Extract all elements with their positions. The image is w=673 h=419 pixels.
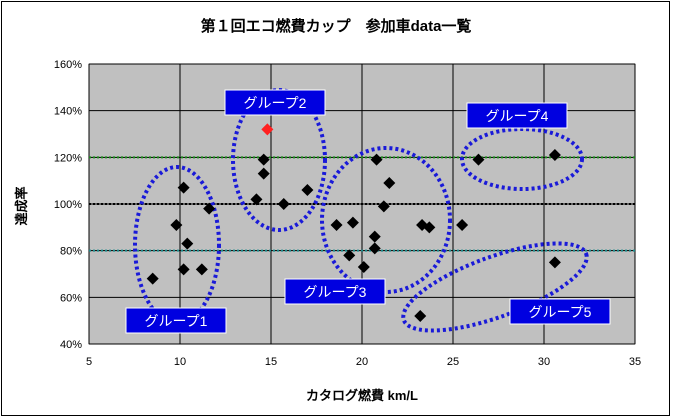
x-tick-label: 30 xyxy=(538,356,550,368)
group-outline xyxy=(320,146,452,294)
x-axis-ticks: 5 10 15 20 25 30 35 xyxy=(86,356,641,368)
data-point xyxy=(170,219,183,231)
data-point xyxy=(414,310,427,322)
y-tick-label: 120% xyxy=(54,152,82,164)
y-axis-label: 達成率 xyxy=(14,186,29,225)
group-label-box xyxy=(224,89,326,116)
group-label-text: グループ2 xyxy=(244,95,307,111)
data-point xyxy=(177,263,190,276)
data-point xyxy=(177,181,190,194)
x-tick-label: 5 xyxy=(86,356,92,368)
y-axis-ticks: 40% 60% 80% 100% 120% 140% 160% xyxy=(54,59,82,351)
reference-lines xyxy=(89,156,635,252)
x-tick-label: 10 xyxy=(174,356,186,368)
y-tick-label: 60% xyxy=(60,292,82,304)
group-label-text: グループ4 xyxy=(486,108,549,124)
y-tick-label: 100% xyxy=(54,199,82,211)
y-tick-label: 80% xyxy=(60,246,82,258)
y-tick-label: 160% xyxy=(54,59,82,71)
x-tick-label: 25 xyxy=(447,356,459,368)
data-point xyxy=(257,167,270,180)
y-tick-label: 40% xyxy=(60,339,82,351)
group-label-box xyxy=(284,278,386,305)
data-point xyxy=(250,193,263,206)
data-point xyxy=(456,219,469,231)
y-tick-label: 140% xyxy=(54,106,82,118)
data-point xyxy=(203,202,216,215)
group-label-box xyxy=(466,102,568,129)
data-point xyxy=(146,272,159,285)
data-point xyxy=(548,256,561,269)
data-point xyxy=(257,153,270,166)
data-point xyxy=(346,216,359,229)
data-point xyxy=(301,184,314,196)
x-axis-label: カタログ燃費 km/L xyxy=(306,388,418,403)
data-point xyxy=(370,153,383,166)
data-point xyxy=(548,149,561,161)
data-point xyxy=(383,177,396,189)
x-tick-label: 15 xyxy=(265,356,277,368)
data-point xyxy=(277,198,290,210)
group-outline xyxy=(231,88,327,232)
x-tick-label: 35 xyxy=(629,356,641,368)
group-label-text: グループ5 xyxy=(529,304,592,320)
group-label-box xyxy=(125,307,227,334)
data-point xyxy=(368,230,381,243)
group-labels: グループ1 グループ2 グループ3 グループ4 グループ5 xyxy=(125,89,611,334)
data-point xyxy=(423,221,436,234)
group-label-box xyxy=(509,298,611,325)
data-point xyxy=(343,249,356,262)
chart-title: 第１回エコ燃費カップ 参加車data一覧 xyxy=(201,17,472,35)
data-point xyxy=(377,200,390,213)
group-outline xyxy=(460,127,584,191)
x-tick-label: 20 xyxy=(356,356,368,368)
data-point xyxy=(368,242,381,255)
data-point xyxy=(195,263,208,276)
group-label-text: グループ1 xyxy=(145,313,208,329)
data-point xyxy=(181,237,194,250)
group-label-text: グループ3 xyxy=(304,284,367,300)
data-point xyxy=(357,261,370,273)
data-point xyxy=(472,153,485,166)
group-outline xyxy=(401,241,589,333)
data-points xyxy=(146,123,561,322)
data-point xyxy=(330,219,343,231)
data-point xyxy=(261,123,274,136)
